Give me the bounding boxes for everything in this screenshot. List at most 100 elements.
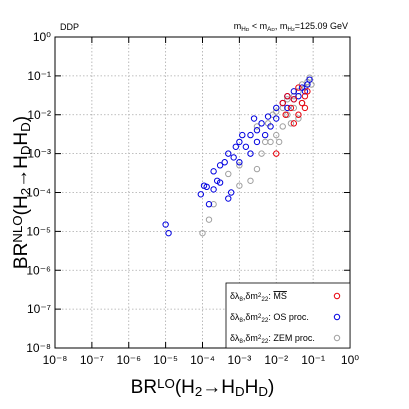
point <box>290 93 298 100</box>
point <box>284 104 291 112</box>
legend-marker <box>333 334 341 342</box>
point <box>295 93 302 100</box>
point <box>236 182 243 189</box>
x-tick-label: 10⁻² <box>264 353 288 367</box>
text-segment: A <box>267 26 272 33</box>
point <box>232 143 240 150</box>
rich-text: δλ8,δm222: OS proc. <box>230 312 309 324</box>
point <box>225 195 232 202</box>
text-segment: m <box>234 21 242 31</box>
text-segment: D <box>18 146 33 156</box>
text-segment: δλ <box>230 291 240 301</box>
point <box>199 229 206 237</box>
text-segment: (H <box>175 377 195 398</box>
y-tick-label: 10⁻⁸ <box>26 341 51 355</box>
point <box>205 201 213 208</box>
text-segment: 8 <box>239 296 243 303</box>
point <box>267 123 274 130</box>
point <box>301 93 309 100</box>
x-tick-label: 10⁻⁸ <box>43 353 68 367</box>
text-segment: →H <box>202 377 235 398</box>
text-segment: 2 <box>258 313 262 320</box>
text-segment: , m <box>275 21 288 31</box>
point <box>287 104 295 112</box>
text-segment: ,δm <box>243 312 258 322</box>
text-segment: →H <box>11 155 32 188</box>
text-segment: δλ <box>230 333 240 343</box>
point <box>247 150 254 157</box>
point <box>290 96 298 103</box>
point <box>295 111 302 118</box>
text-segment: (H <box>11 195 32 215</box>
y-tick-label: 10⁻² <box>27 108 51 122</box>
point <box>165 229 172 237</box>
point <box>205 216 213 223</box>
text-segment: 8 <box>239 338 243 345</box>
text-segment: 2 <box>195 384 202 399</box>
x-tick-label: 10⁻⁷ <box>80 353 104 367</box>
text-segment: NLO <box>10 215 25 242</box>
point <box>216 179 224 186</box>
legend-marker <box>333 313 341 321</box>
point <box>267 138 274 146</box>
text-segment: H <box>245 377 259 398</box>
text-segment: H <box>11 132 32 146</box>
text-segment: : OS proc. <box>268 312 309 322</box>
point <box>216 162 224 169</box>
text-segment: D <box>271 27 275 33</box>
text-segment: 2 <box>18 188 33 195</box>
point <box>253 123 261 130</box>
x-tick-label: 10⁻¹ <box>301 353 325 367</box>
point <box>247 131 254 139</box>
text-segment: 2 <box>258 334 262 341</box>
text-segment: 22 <box>261 296 269 303</box>
annotation: DDP <box>60 22 79 32</box>
text-segment: 22 <box>261 338 269 345</box>
plot-frame <box>54 36 351 349</box>
text-segment: D <box>258 384 268 399</box>
text-segment: ) <box>11 116 32 122</box>
point <box>261 131 269 139</box>
text-segment: BR <box>11 243 32 269</box>
point <box>284 93 291 100</box>
point <box>301 104 309 112</box>
text-segment: H <box>287 26 292 33</box>
legend-box <box>225 282 351 349</box>
point <box>247 177 254 184</box>
x-tick-label: 10⁻⁵ <box>153 353 178 367</box>
text-segment: D <box>18 122 33 132</box>
point <box>273 131 280 139</box>
text-segment: : ZEM proc. <box>268 333 315 343</box>
text-segment: D <box>235 384 245 399</box>
point <box>279 99 286 107</box>
x-tick-label: 10⁻⁶ <box>116 353 141 367</box>
point <box>282 111 289 118</box>
point <box>279 123 286 130</box>
y-tick-label: 10⁻⁵ <box>26 224 51 238</box>
y-tick-label: 10⁻³ <box>27 147 51 161</box>
point <box>301 88 309 95</box>
rich-text: BRLO(H2→HDHD) <box>131 376 275 399</box>
rich-text: BRNLO(H2→HDHD) <box>10 116 33 269</box>
text-segment: ,δm <box>243 333 258 343</box>
text-segment: 2 <box>292 27 295 33</box>
text-segment: 2 <box>258 292 262 299</box>
point <box>287 120 295 127</box>
point <box>290 104 298 112</box>
text-segment: BR <box>131 377 157 398</box>
point <box>162 221 169 228</box>
y-tick-label: 10⁰ <box>33 30 51 44</box>
point <box>273 108 280 115</box>
text-segment: H <box>241 26 246 33</box>
point <box>298 99 306 107</box>
y-tick-label: 10⁻¹ <box>27 69 51 83</box>
point <box>242 143 250 150</box>
point <box>250 115 258 122</box>
point <box>306 74 313 81</box>
text-segment: ,δm <box>243 291 258 301</box>
rich-text: mHD < mAD, mH2=125.09 GeV <box>234 21 348 33</box>
text-segment: ) <box>268 377 274 398</box>
rich-text: δλ8,δm222: MS <box>230 291 287 303</box>
text-segment: 22 <box>261 317 269 324</box>
